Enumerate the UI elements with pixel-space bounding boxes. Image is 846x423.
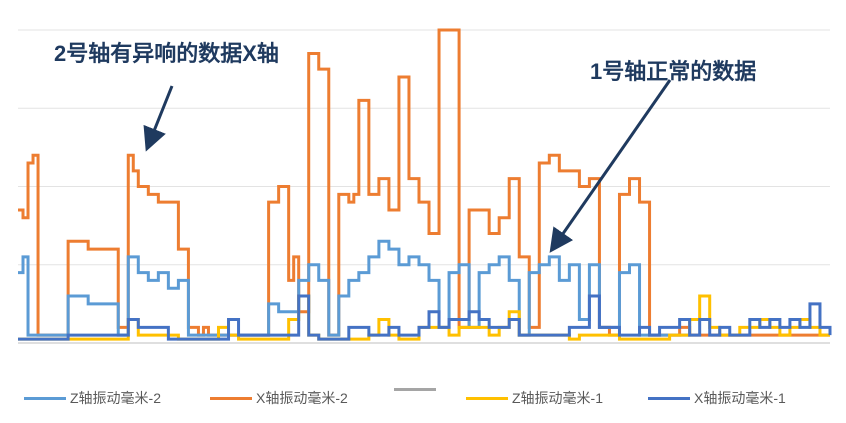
annotation-text-right: 1号轴正常的数据 bbox=[590, 59, 757, 84]
legend-label: Z轴振动毫米-2 bbox=[70, 390, 161, 406]
legend-label: Z轴振动毫米-1 bbox=[512, 390, 603, 406]
legend-item: X轴振动毫米-1 bbox=[648, 388, 786, 408]
series-lines bbox=[18, 28, 832, 341]
legend-swatch bbox=[24, 396, 66, 400]
chart-legend: Z轴振动毫米-2 X轴振动毫米-2 Z轴振动毫米-1 X轴振动毫米-1 bbox=[0, 388, 846, 412]
legend-item: X轴振动毫米-2 bbox=[210, 388, 348, 408]
annotation-arrow-right bbox=[549, 79, 672, 253]
annotation-arrow-left bbox=[143, 85, 174, 152]
series-line-3 bbox=[18, 294, 830, 341]
legend-item: Z轴振动毫米-1 bbox=[466, 388, 603, 408]
series-line-4 bbox=[18, 294, 832, 341]
legend-item bbox=[394, 388, 440, 391]
gridlines bbox=[18, 29, 830, 344]
series-line-2 bbox=[18, 239, 690, 337]
legend-swatch bbox=[394, 388, 436, 391]
legend-swatch bbox=[648, 396, 690, 400]
legend-label: X轴振动毫米-2 bbox=[256, 390, 348, 406]
series-line-1 bbox=[18, 28, 830, 337]
legend-item: Z轴振动毫米-2 bbox=[24, 388, 161, 408]
legend-swatch bbox=[466, 396, 508, 400]
legend-label: X轴振动毫米-1 bbox=[694, 390, 786, 406]
legend-swatch bbox=[210, 396, 252, 400]
annotation-text-left: 2号轴有异响的数据X轴 bbox=[54, 41, 279, 66]
